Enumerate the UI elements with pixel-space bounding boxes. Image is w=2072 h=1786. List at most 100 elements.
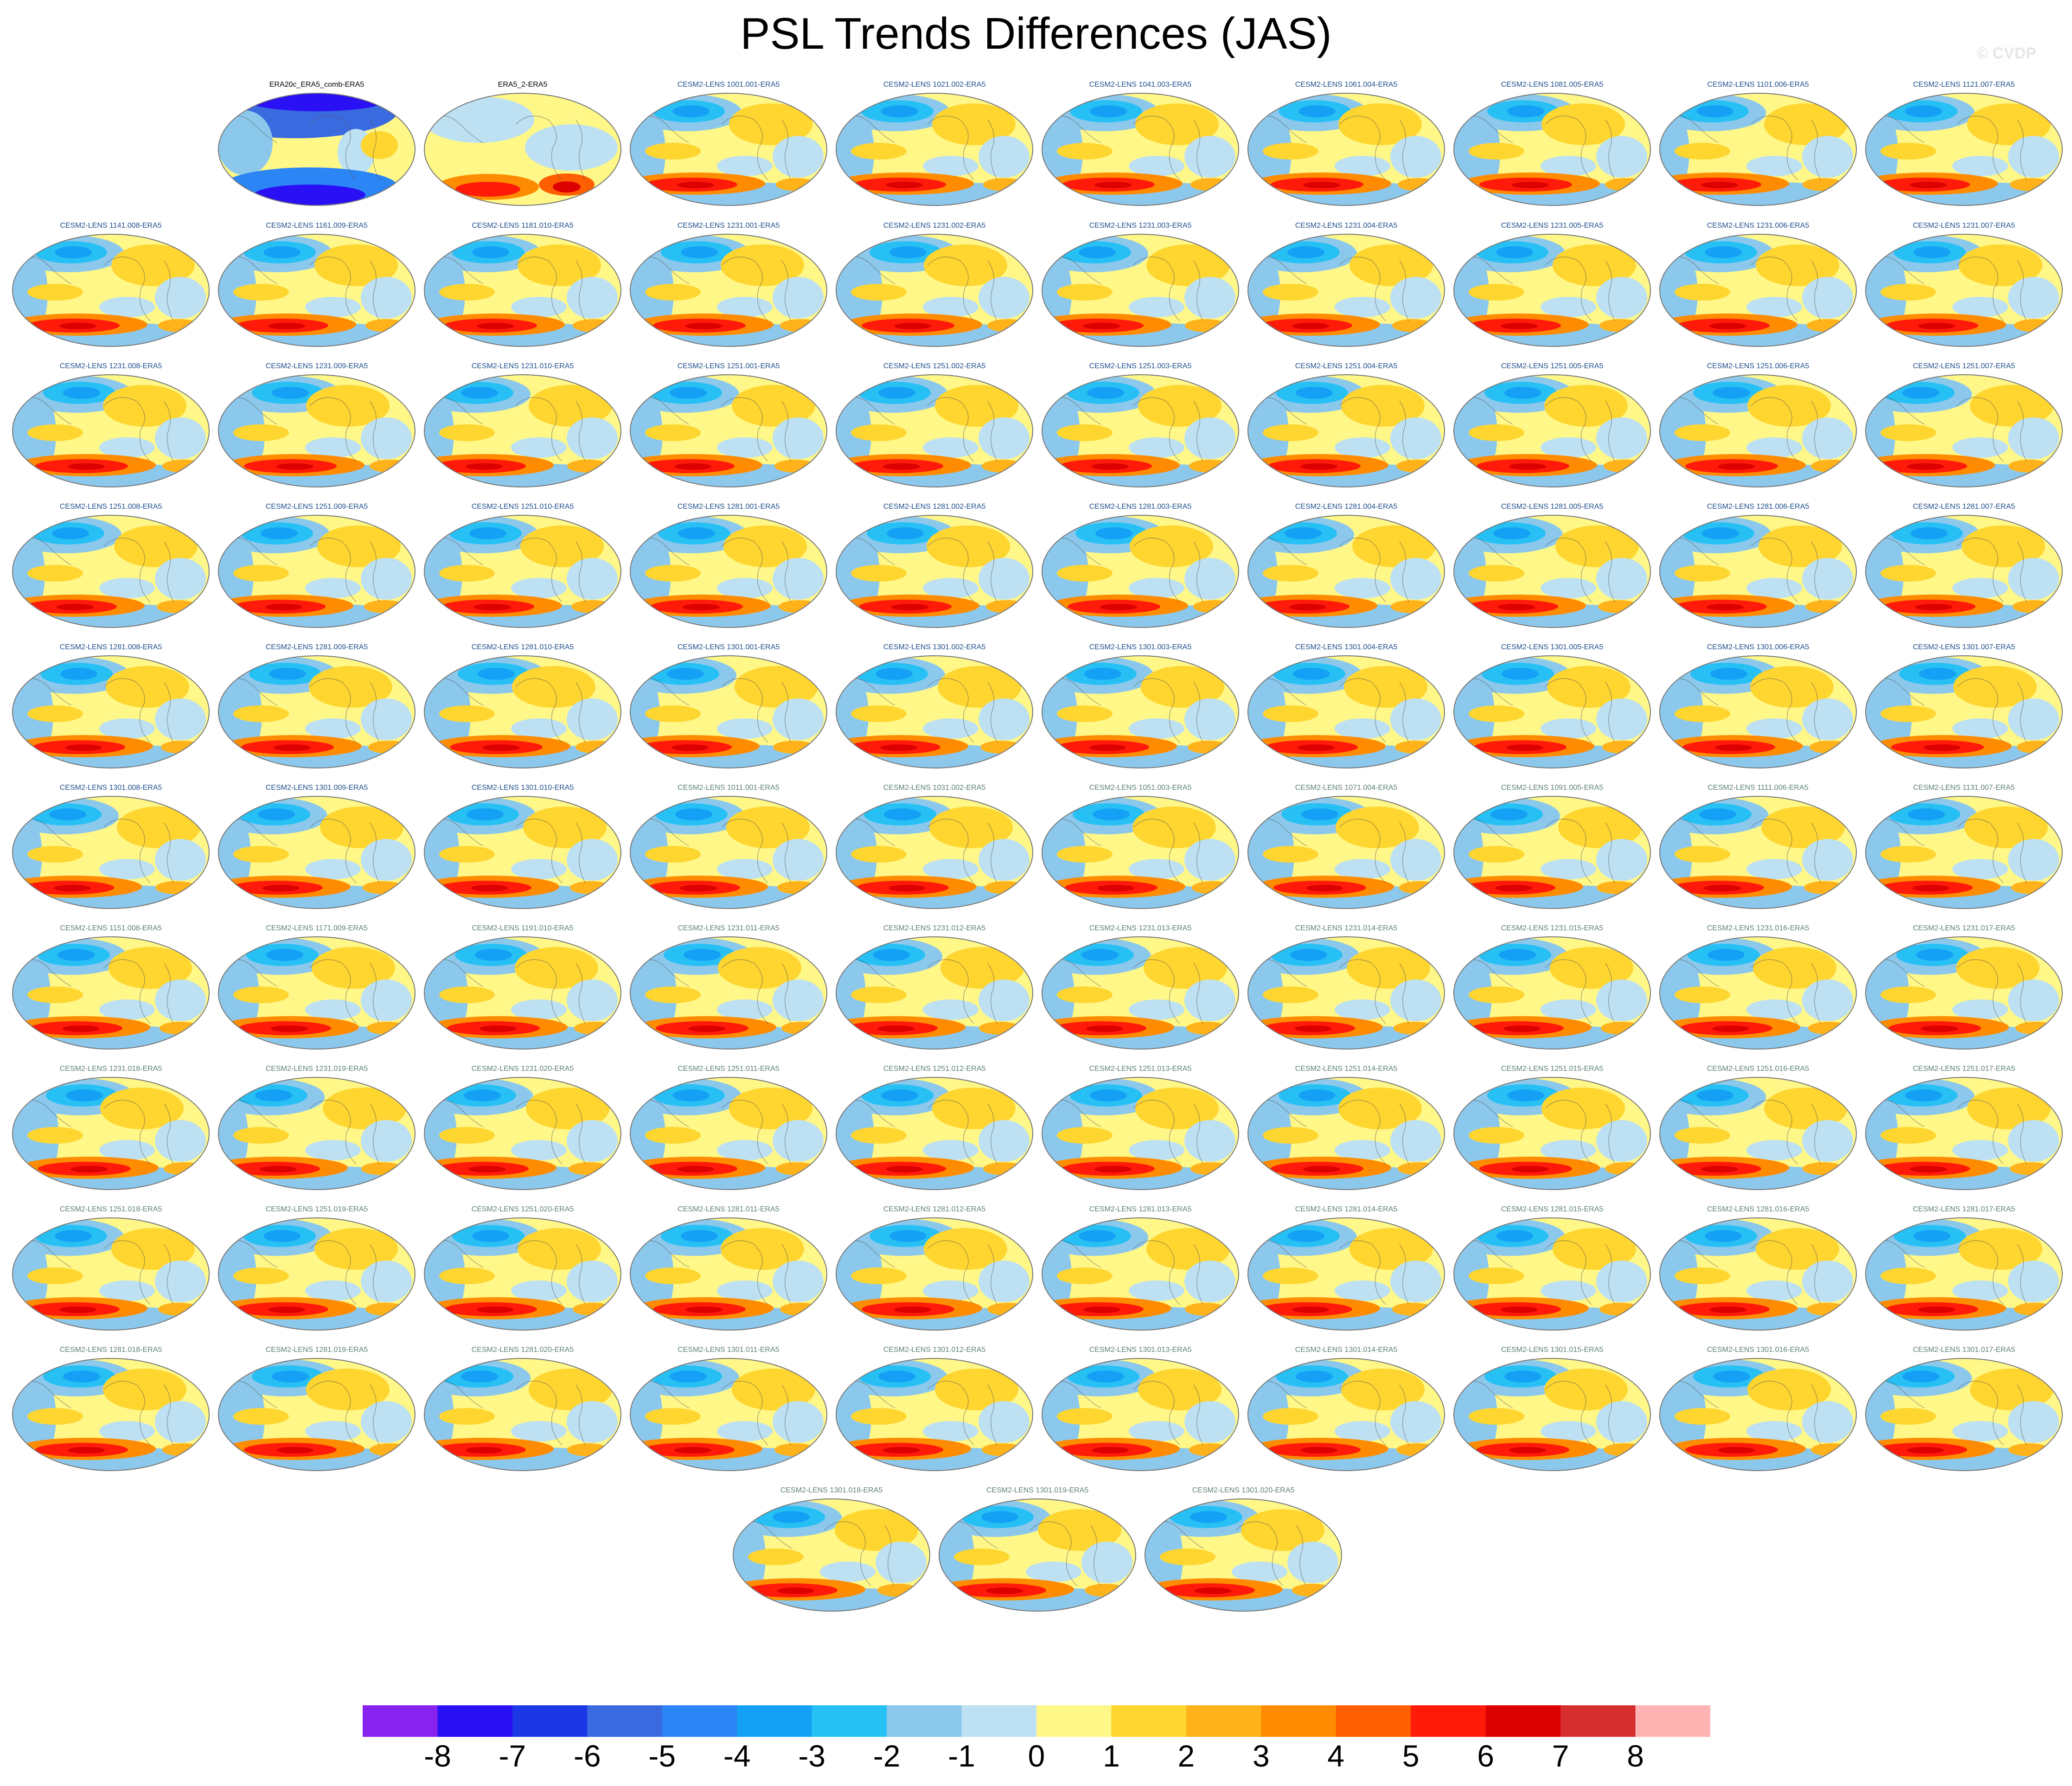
contour-blob [1263,143,1318,160]
map-outline [836,515,1033,628]
contour-blob [1160,1549,1215,1565]
contour-blob [1908,808,1945,820]
contour-blob [305,718,361,739]
contour-blob [721,1228,804,1270]
map-outline [1247,515,1445,628]
panel-label: CESM2-LENS 1161.009-ERA5 [266,222,368,230]
contour-blob [1509,1447,1546,1453]
panel-label: CESM2-LENS 1251.020-ERA5 [471,1205,574,1213]
contour-blob [1301,808,1338,820]
contour-blob [923,156,978,176]
globe-map [424,936,621,1050]
contour-blob [1129,1421,1184,1441]
map-outline [1247,1358,1445,1471]
contour-blob [1079,246,1116,258]
contour-blob [103,1369,186,1410]
map-outline [12,515,210,628]
contour-blob [276,463,313,470]
panel-label: CESM2-LENS 1301.014-ERA5 [1295,1346,1398,1354]
contour-blob [1675,846,1730,863]
contour-blob [1718,463,1755,470]
contour-blob [1804,881,1846,894]
colorbar [363,1705,1710,1737]
map-outline [424,93,621,206]
panel-label: CESM2-LENS 1231.017-ERA5 [1912,924,2015,932]
contour-blob [1349,1228,1433,1270]
contour-blob [1761,807,1845,848]
panel-label: CESM2-LENS 1251.006-ERA5 [1707,362,1810,370]
contour-blob [978,1120,1030,1162]
contour-blob [1604,1443,1645,1456]
panel-label: CESM2-LENS 1021.002-ERA5 [883,81,986,89]
contour-blob [1285,527,1322,539]
contour-blob [1709,323,1746,329]
contour-blob [567,698,618,740]
panel-label: CESM2-LENS 1181.010-ERA5 [472,222,574,230]
map-panel: CESM2-LENS 1231.015-ERA5 [1451,924,1654,1052]
map-outline [1042,93,1239,206]
contour-blob [1349,244,1433,286]
contour-blob [103,385,186,427]
contour-blob [58,949,95,961]
contour-blob [851,284,907,301]
panel-label: CESM2-LENS 1081.005-ERA5 [1501,81,1604,89]
map-panel: CESM2-LENS 1231.013-ERA5 [1039,924,1242,1052]
contour-blob [1502,668,1539,680]
contour-blob [880,744,917,751]
contour-blob [886,1166,923,1172]
contour-blob [1916,949,1953,961]
contour-blob [1469,424,1524,441]
contour-blob [233,1408,289,1425]
panel-label: CESM2-LENS 1231.002-ERA5 [883,222,986,230]
globe-map [1453,1077,1651,1190]
contour-blob [1746,156,1802,176]
colorbar-tick-label: -3 [798,1739,825,1773]
contour-blob [529,385,612,427]
panel-label: CESM2-LENS 1301.010-ERA5 [471,784,574,792]
contour-blob [27,284,83,301]
globe-map [424,1077,621,1190]
contour-blob [1079,1230,1116,1242]
contour-blob [677,182,714,188]
contour-blob [1391,600,1432,613]
contour-blob [262,885,300,891]
contour-blob [1707,949,1745,961]
contour-blob [2008,839,2059,881]
contour-blob [729,1088,812,1129]
map-panel: CESM2-LENS 1231.009-ERA5 [215,362,418,490]
map-panel: CESM2-LENS 1231.020-ERA5 [421,1065,624,1193]
contour-blob [1263,1267,1318,1284]
contour-blob [978,979,1030,1021]
contour-blob [520,525,604,567]
contour-blob [511,859,567,879]
map-outline [424,1077,621,1190]
contour-blob [1398,178,1439,191]
contour-blob [978,417,1030,459]
contour-blob [1880,846,1936,863]
map-panel: CESM2-LENS 1251.003-ERA5 [1039,362,1242,490]
panel-label: CESM2-LENS 1101.006-ERA5 [1707,81,1809,89]
contour-blob [1756,1228,1839,1270]
contour-blob [1956,947,2040,989]
contour-blob [1186,1022,1228,1035]
contour-blob [1541,1421,1596,1441]
map-panel: ERA5_2-ERA5 [421,81,624,209]
panel-label: CESM2-LENS 1231.008-ERA5 [59,362,162,370]
map-outline [1453,93,1651,206]
panel-label: CESM2-LENS 1061.004-ERA5 [1295,81,1398,89]
globe-map [424,93,621,206]
contour-blob [439,846,495,863]
globe-map [1659,515,1857,628]
contour-blob [1802,558,1853,600]
globe-map [218,936,416,1050]
globe-map [836,234,1033,347]
map-panel: CESM2-LENS 1171.009-ERA5 [215,924,418,1052]
contour-blob [155,979,206,1021]
contour-blob [361,417,412,459]
globe-map [1659,1358,1857,1471]
contour-blob [1303,1166,1340,1172]
contour-blob [1596,136,1647,178]
contour-blob [1598,600,1640,613]
contour-blob [894,323,931,329]
map-panel: CESM2-LENS 1041.003-ERA5 [1039,81,1242,209]
